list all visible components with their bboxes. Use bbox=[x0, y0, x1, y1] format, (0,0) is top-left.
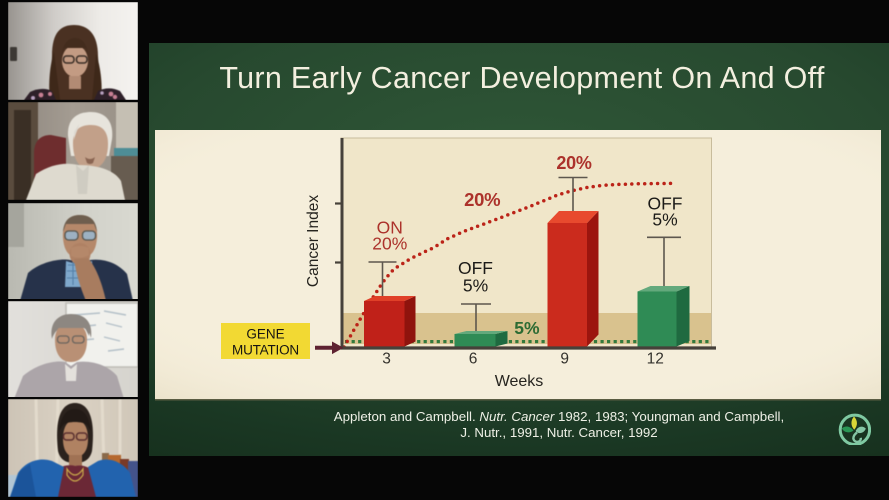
svg-text:OFF: OFF bbox=[648, 193, 683, 213]
svg-text:5%: 5% bbox=[652, 210, 677, 230]
svg-text:OFF: OFF bbox=[458, 258, 493, 278]
svg-text:ON: ON bbox=[377, 218, 403, 238]
svg-text:12: 12 bbox=[647, 351, 664, 368]
svg-text:Weeks: Weeks bbox=[495, 373, 544, 390]
svg-text:20%: 20% bbox=[464, 189, 500, 210]
svg-text:5%: 5% bbox=[514, 318, 540, 338]
svg-text:6: 6 bbox=[469, 351, 478, 368]
svg-text:GENE: GENE bbox=[246, 327, 284, 342]
svg-text:3: 3 bbox=[382, 351, 391, 368]
svg-text:20%: 20% bbox=[372, 233, 407, 253]
svg-text:20%: 20% bbox=[556, 153, 591, 173]
svg-text:Cancer Index: Cancer Index bbox=[305, 195, 322, 287]
svg-text:5%: 5% bbox=[463, 275, 488, 295]
svg-text:MUTATION: MUTATION bbox=[232, 343, 299, 358]
svg-text:9: 9 bbox=[560, 351, 569, 368]
